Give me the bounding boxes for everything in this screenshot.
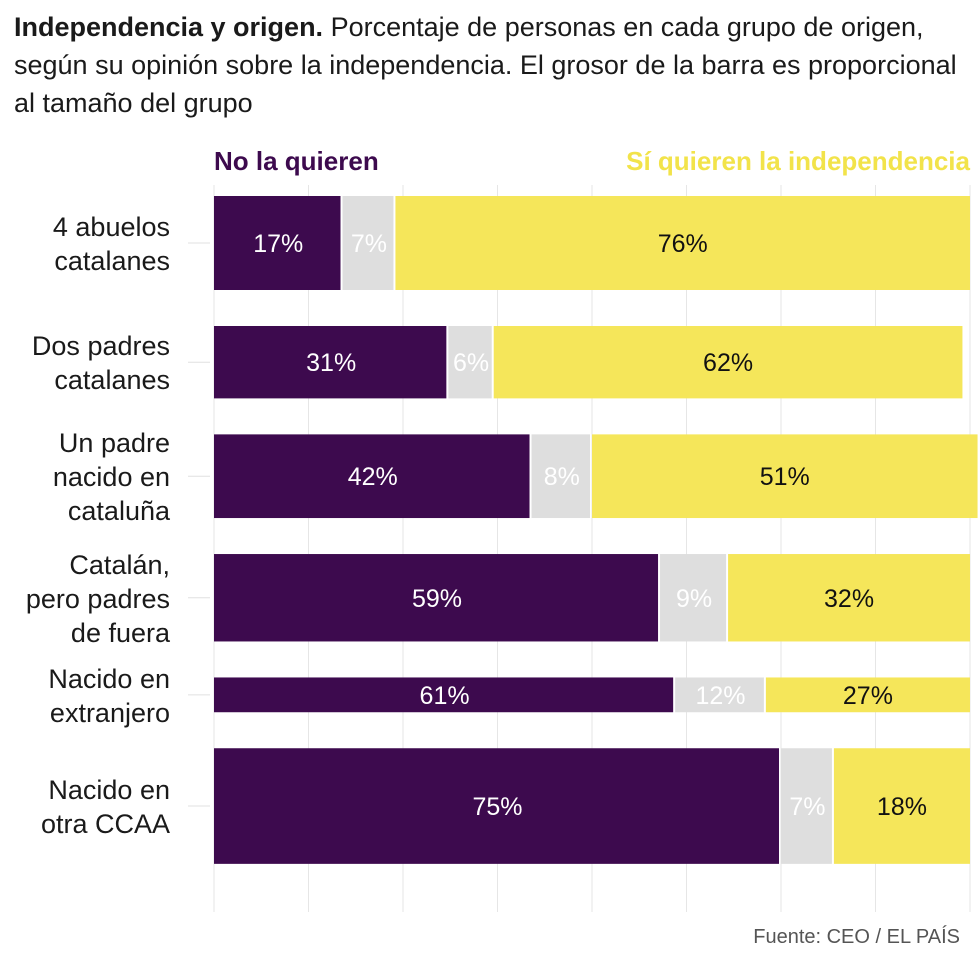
stacked-bar-chart: 4 abuelos catalanes 17% 7% 76% Dos padres cata… — [26, 185, 978, 912]
bar-no — [214, 554, 659, 642]
category-label: catalanes — [54, 246, 170, 276]
bar-other — [675, 677, 764, 713]
category-label: nacido en — [53, 462, 170, 492]
category-label: Nacido en — [48, 664, 170, 694]
legend-yes: Sí quieren la independencia — [626, 146, 970, 176]
data-label: 76% — [658, 230, 708, 258]
bar-other — [342, 196, 394, 290]
data-label: 51% — [760, 463, 810, 491]
category-label: Catalán, — [69, 550, 170, 580]
bar-other — [781, 748, 832, 864]
chart-title-bold: Independencia y origen. — [14, 12, 324, 42]
bar-yes — [728, 554, 970, 642]
legend-no: No la quieren — [214, 146, 379, 176]
data-label: 8% — [544, 463, 580, 491]
category-label: de fuera — [71, 618, 171, 648]
bar-yes — [395, 196, 970, 290]
data-label: 7% — [789, 793, 825, 821]
category-label: extranjero — [50, 698, 170, 728]
data-label: 12% — [695, 682, 745, 710]
data-label: 17% — [253, 230, 303, 258]
category-label: cataluña — [68, 496, 171, 526]
category-label: pero padres — [26, 584, 170, 614]
category-label: Dos padres — [32, 331, 170, 361]
data-label: 61% — [420, 682, 470, 710]
data-label: 75% — [472, 793, 522, 821]
data-label: 27% — [843, 682, 893, 710]
data-label: 18% — [877, 793, 927, 821]
category-label: Nacido en — [48, 775, 170, 805]
category-label: 4 abuelos — [53, 212, 170, 242]
chart-title: Independencia y origen. Porcentaje de pe… — [14, 8, 964, 122]
data-label: 32% — [824, 585, 874, 613]
category-label: otra CCAA — [41, 809, 170, 839]
chart-title-rest: Porcentaje de personas en cada grupo de … — [14, 12, 957, 118]
data-label: 62% — [703, 349, 753, 377]
data-label: 31% — [306, 349, 356, 377]
bar-other — [448, 326, 492, 399]
data-label: 9% — [676, 585, 712, 613]
data-label: 42% — [348, 463, 398, 491]
bar-yes — [833, 748, 970, 864]
source-credit: Fuente: CEO / EL PAÍS — [753, 926, 960, 948]
category-label: catalanes — [54, 365, 170, 395]
bar-no — [214, 326, 447, 399]
bar-no — [214, 196, 341, 290]
bar-other — [531, 434, 590, 519]
bar-yes — [493, 326, 963, 399]
bar-yes — [765, 677, 970, 713]
bar-no — [214, 677, 674, 713]
category-label: Un padre — [59, 428, 170, 458]
bar-other — [660, 554, 727, 642]
data-label: 59% — [412, 585, 462, 613]
bar-yes — [592, 434, 978, 519]
data-label: 6% — [453, 349, 489, 377]
bar-no — [214, 748, 779, 864]
bar-no — [214, 434, 530, 519]
data-label: 7% — [351, 230, 387, 258]
